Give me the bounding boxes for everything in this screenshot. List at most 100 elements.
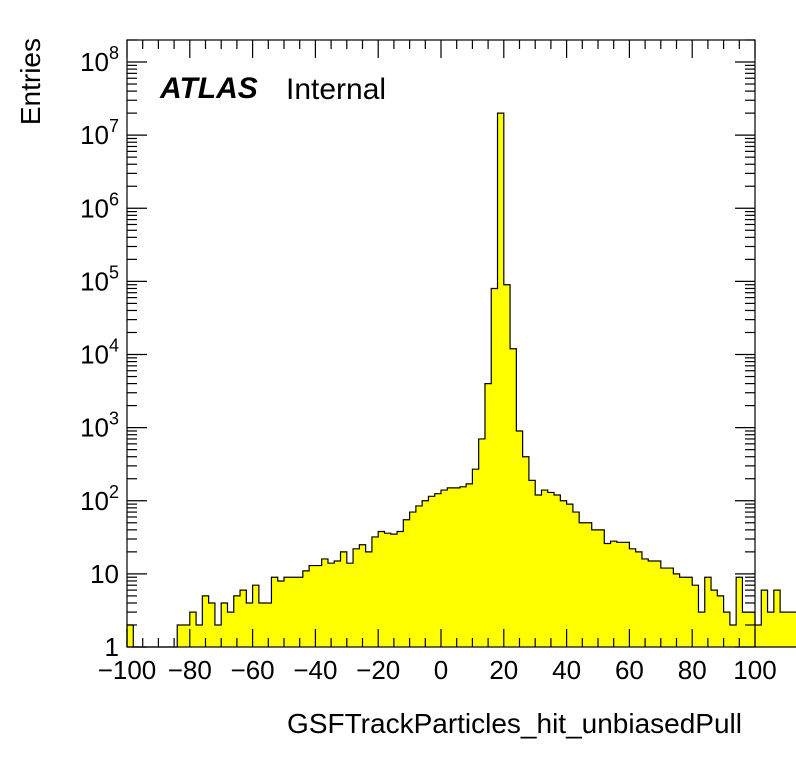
histogram-bin [729, 624, 737, 647]
histogram-bin [767, 612, 775, 647]
histogram-bin [246, 602, 253, 647]
histogram-bin [742, 612, 750, 647]
x-tick-label: −40 [293, 655, 337, 685]
y-tick-labels: 1 10 102 103 104 105 106 107 108 [80, 43, 119, 662]
histogram-bin [214, 624, 222, 647]
x-tick-label: 60 [615, 655, 644, 685]
y-tick-label: 1 [105, 632, 119, 662]
histogram-bin [466, 483, 473, 647]
histogram-bin [340, 551, 348, 647]
histogram-bin [478, 438, 486, 647]
histogram-bin [409, 512, 417, 647]
histogram-bin [623, 542, 630, 647]
histogram-bin [591, 529, 599, 647]
histogram-bin [271, 577, 279, 647]
histogram-bin [177, 624, 184, 647]
histogram-bin [453, 487, 461, 647]
histogram-bin [240, 590, 247, 647]
x-tick-label: 40 [552, 655, 581, 685]
x-tick-label: −60 [231, 655, 275, 685]
histogram-bin [748, 612, 756, 647]
histogram-bin [428, 496, 436, 647]
histogram-bin [397, 531, 404, 647]
histogram-bin [403, 519, 410, 647]
histogram-bin [302, 570, 310, 647]
histogram-bin [208, 602, 216, 647]
y-tick-label: 102 [80, 482, 119, 516]
x-tick-label: 80 [678, 655, 707, 685]
histogram-bin [127, 624, 134, 647]
histogram-bin [221, 602, 228, 647]
histogram-bin [233, 595, 241, 647]
histogram-bin [723, 612, 731, 647]
plot-frame [126, 39, 756, 648]
histogram-bin [447, 487, 454, 647]
histogram-bin [761, 590, 768, 647]
histogram-bin [321, 558, 329, 647]
histogram-bin [284, 577, 291, 647]
y-tick-label: 108 [80, 43, 119, 77]
histogram-bin [660, 568, 668, 647]
histogram-bin [196, 624, 203, 647]
x-tick-label: −100 [98, 655, 157, 685]
histogram-bin [667, 568, 674, 647]
histogram-bin [353, 548, 360, 647]
histogram-bin [252, 585, 260, 647]
histogram-bin [560, 500, 567, 647]
histogram-bin [390, 534, 398, 647]
histogram-bin [434, 493, 442, 647]
histogram-bin [629, 548, 637, 647]
x-tick-labels: −100 −80 −60 −40 −20 0 20 40 60 80 100 [98, 655, 777, 685]
histogram-bin [484, 383, 492, 647]
histogram-bin [547, 492, 555, 647]
histogram-bin [616, 542, 624, 647]
x-tick-label: −80 [168, 655, 212, 685]
histogram-bin [685, 577, 693, 647]
histogram-bin [711, 590, 718, 647]
histogram-bin [635, 551, 643, 647]
histogram-bin [359, 544, 367, 647]
histogram-bin [522, 456, 530, 647]
histogram-bin [566, 504, 574, 647]
x-tick-label: 20 [489, 655, 518, 685]
histogram-bin [516, 430, 524, 647]
histogram-bin [528, 480, 536, 647]
histogram-bin [717, 595, 724, 647]
histogram-bin [371, 536, 379, 647]
y-tick-label: 103 [80, 409, 119, 443]
histogram-bin [296, 577, 304, 647]
histogram-bin [422, 500, 429, 647]
histogram-bin [277, 580, 285, 647]
histogram-bin [604, 543, 611, 647]
histogram-bin [378, 531, 385, 647]
x-tick-label: 0 [434, 655, 448, 685]
histogram-bin [786, 612, 794, 647]
histogram-bin [227, 612, 235, 647]
histogram-bin [792, 612, 796, 647]
histogram-bin [704, 577, 712, 647]
histogram-bin [598, 529, 605, 647]
histogram-bin [780, 612, 787, 647]
histogram-bin [554, 494, 561, 647]
histogram-bin [510, 348, 517, 647]
histogram-bin [346, 563, 354, 647]
histogram-bin [692, 585, 699, 647]
atlas-label: ATLAS [159, 72, 258, 105]
histogram-bin [258, 602, 266, 647]
histogram-bin [415, 505, 423, 647]
histogram-bin [641, 558, 649, 647]
histogram-bin [472, 469, 480, 647]
histogram-bin [459, 486, 467, 647]
histogram-bin [503, 284, 511, 647]
histogram-bin [315, 565, 323, 647]
histogram-bin [290, 577, 297, 647]
histogram-bars [127, 113, 796, 647]
histogram-bin [183, 624, 191, 647]
status-label: Internal [286, 73, 386, 106]
histogram-bin [736, 577, 743, 647]
histogram-bin [384, 533, 392, 647]
histogram-bin [491, 288, 498, 647]
histogram-bin [334, 561, 341, 647]
histogram-outline [126, 112, 796, 648]
